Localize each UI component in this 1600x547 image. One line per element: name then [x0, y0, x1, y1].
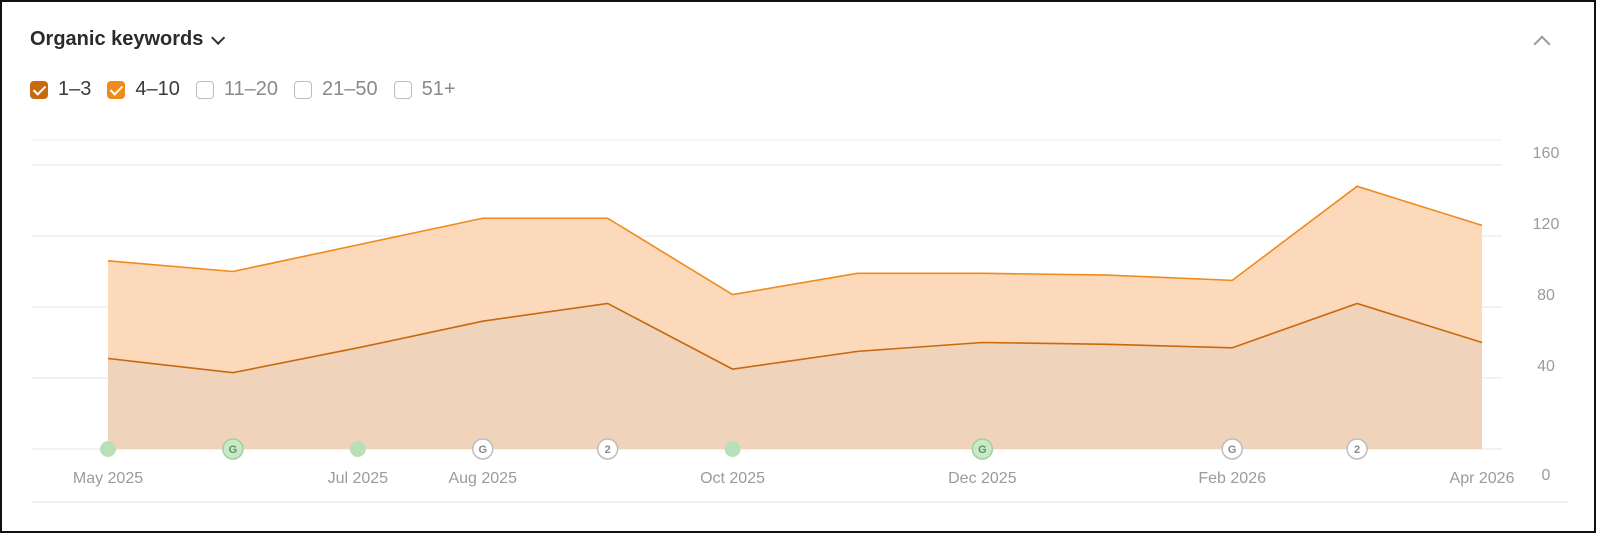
line-series-4-10 [107, 185, 1483, 296]
event-badge-label: 2 [605, 444, 611, 456]
event-badge [471, 438, 494, 460]
event-badge-label: G [229, 444, 238, 456]
filter-checkbox[interactable] [393, 80, 412, 99]
event-badge-label: G [978, 444, 987, 456]
filter-1-3[interactable]: 1–3 [30, 78, 91, 101]
event-dot [349, 441, 366, 457]
y-tick-label: 120 [1533, 216, 1560, 233]
event-badge [1221, 438, 1243, 460]
event-badge [1346, 438, 1368, 460]
area-series-4-10 [108, 186, 1482, 373]
filter-4-10[interactable]: 4–10 [107, 78, 180, 101]
x-tick-label: Jul 2025 [328, 470, 389, 487]
y-tick-label: 80 [1537, 287, 1555, 304]
filter-label: 21–50 [322, 78, 378, 100]
filter-51-plus[interactable]: 51+ [393, 78, 456, 101]
title-dropdown[interactable]: Organic keywords [30, 28, 226, 51]
filter-label: 51+ [421, 78, 456, 100]
x-tick-label: Apr 2026 [1450, 470, 1515, 487]
filter-label: 1–3 [58, 78, 92, 100]
organic-keywords-card: Organic keywords 1–3 4–10 11–20 21–50 51… [0, 0, 1596, 533]
x-tick-label: Aug 2025 [448, 470, 517, 487]
filter-checkbox[interactable] [30, 80, 48, 99]
event-badge-label: G [1228, 444, 1237, 456]
x-tick-label: May 2025 [73, 470, 143, 487]
organic-keywords-chart: 0 40 80 120 160 May 2025 Jul 2025 Aug 2025 Oct 2… [32, 139, 1568, 503]
position-filters: 1–3 4–10 11–20 21–50 51+ [30, 78, 472, 101]
x-tick-label: Oct 2025 [700, 470, 765, 487]
event-badge-label: 2 [1354, 444, 1360, 456]
filter-checkbox[interactable] [107, 80, 126, 99]
event-badge-label: G [478, 444, 487, 456]
filter-label: 11–20 [223, 78, 279, 100]
event-badge [222, 438, 244, 460]
y-tick-label: 160 [1533, 145, 1560, 162]
event-badge [971, 438, 994, 460]
event-dot [724, 441, 741, 457]
filter-checkbox[interactable] [294, 80, 313, 99]
area-series-1-3 [108, 303, 1482, 449]
card-title: Organic keywords [30, 28, 204, 50]
x-tick-label: Dec 2025 [948, 470, 1017, 487]
filter-checkbox[interactable] [195, 80, 214, 99]
line-series-1-3 [107, 302, 1483, 374]
filter-label: 4–10 [135, 78, 180, 100]
y-tick-label: 0 [1542, 467, 1551, 484]
filter-21-50[interactable]: 21–50 [294, 78, 378, 101]
filter-11-20[interactable]: 11–20 [195, 78, 279, 101]
event-badge [596, 438, 619, 460]
x-tick-label: Feb 2026 [1198, 470, 1266, 487]
y-tick-label: 40 [1537, 358, 1555, 375]
event-dot [100, 441, 116, 457]
